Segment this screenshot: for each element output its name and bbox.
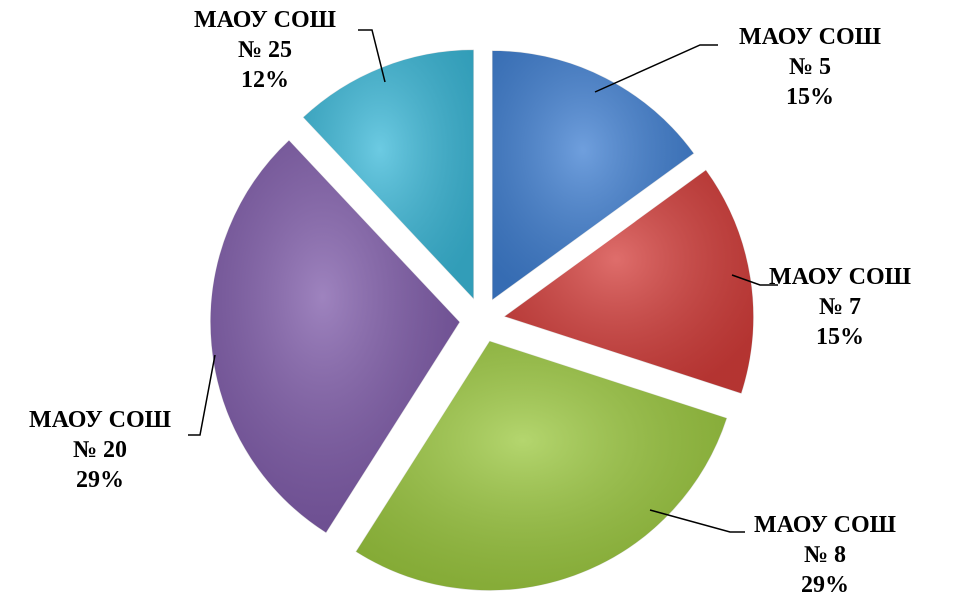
data-label: МАОУ СОШ № 20 29% [15, 405, 185, 495]
leader-line [731, 274, 778, 286]
category-label: МАОУ СОШ № 5 [738, 24, 882, 80]
data-label: МАОУ СОШ № 7 15% [755, 262, 925, 352]
slices [209, 49, 755, 592]
value-label: 29% [801, 572, 849, 598]
leader-line [188, 354, 216, 436]
slice-shade [355, 340, 728, 591]
slice-shade [210, 139, 461, 534]
leader-lines [188, 29, 778, 533]
category-label: МАОУ СОШ № 20 [28, 407, 172, 463]
leader-line [649, 509, 745, 533]
slice-shade [503, 169, 754, 394]
category-label: МАОУ СОШ № 7 [768, 264, 912, 320]
value-label: 15% [816, 324, 864, 350]
value-label: 29% [76, 467, 124, 493]
slice-shade [491, 50, 695, 301]
data-label: МАОУ СОШ № 8 29% [740, 510, 910, 600]
leader-line [594, 44, 718, 93]
value-label: 15% [786, 84, 834, 110]
value-label: 12% [241, 67, 289, 93]
data-label: МАОУ СОШ № 25 12% [180, 5, 350, 95]
leader-line [358, 29, 386, 83]
data-label: МАОУ СОШ № 5 15% [725, 22, 895, 112]
category-label: МАОУ СОШ № 25 [193, 7, 337, 63]
category-label: МАОУ СОШ № 8 [753, 512, 897, 568]
slice-shade [302, 49, 474, 300]
